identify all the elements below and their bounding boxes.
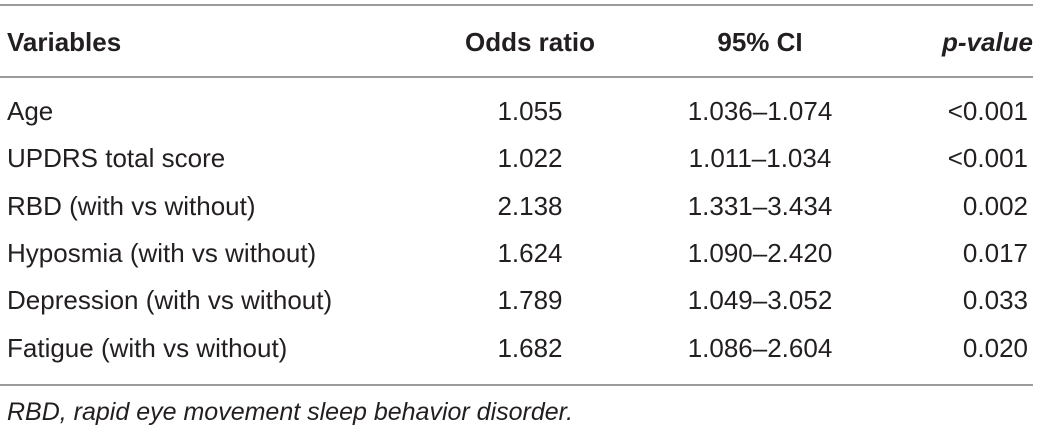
cell-ci: 1.086–2.604 bbox=[687, 333, 833, 363]
cell-variable: UPDRS total score bbox=[7, 143, 226, 173]
table-footnote: RBD, rapid eye movement sleep behavior d… bbox=[7, 398, 574, 426]
header-p-value: p-value bbox=[941, 27, 1033, 57]
cell-p-value: 0.020 bbox=[962, 333, 1028, 363]
header-odds-ratio: Odds ratio bbox=[464, 27, 595, 57]
cell-p-value: <0.001 bbox=[947, 143, 1028, 173]
cell-odds-ratio: 1.055 bbox=[497, 96, 563, 126]
cell-ci: 1.011–1.034 bbox=[688, 143, 832, 173]
cell-variable: RBD (with vs without) bbox=[7, 191, 256, 221]
header-ci: 95% CI bbox=[717, 27, 803, 57]
cell-ci: 1.036–1.074 bbox=[687, 96, 833, 126]
cell-variable: Depression (with vs without) bbox=[7, 285, 333, 315]
table-row: Depression (with vs without) 1.789 1.049… bbox=[0, 278, 1040, 322]
cell-p-value: 0.033 bbox=[962, 285, 1028, 315]
cell-variable: Hyposmia (with vs without) bbox=[7, 238, 317, 268]
cell-p-value: 0.002 bbox=[962, 191, 1028, 221]
cell-odds-ratio: 1.624 bbox=[497, 238, 563, 268]
table-row: Hyposmia (with vs without) 1.624 1.090–2… bbox=[0, 231, 1040, 275]
cell-ci: 1.331–3.434 bbox=[687, 191, 833, 221]
cell-odds-ratio: 1.022 bbox=[497, 143, 563, 173]
header-variables: Variables bbox=[7, 27, 122, 57]
table-bottom-rule bbox=[0, 384, 1033, 386]
cell-odds-ratio: 1.682 bbox=[497, 333, 563, 363]
cell-p-value: <0.001 bbox=[947, 96, 1028, 126]
cell-ci: 1.090–2.420 bbox=[687, 238, 833, 268]
table-row: Fatigue (with vs without) 1.682 1.086–2.… bbox=[0, 326, 1040, 370]
cell-p-value: 0.017 bbox=[962, 238, 1028, 268]
cell-variable: Fatigue (with vs without) bbox=[7, 333, 288, 363]
table-row: RBD (with vs without) 2.138 1.331–3.434 … bbox=[0, 184, 1040, 228]
cell-odds-ratio: 1.789 bbox=[497, 285, 563, 315]
cell-variable: Age bbox=[7, 96, 54, 126]
table-top-rule bbox=[0, 4, 1033, 6]
table-header-row: Variables Odds ratio 95% CI p-value bbox=[0, 20, 1040, 64]
table-header-rule bbox=[0, 76, 1033, 78]
table-row: UPDRS total score 1.022 1.011–1.034 <0.0… bbox=[0, 136, 1040, 180]
cell-ci: 1.049–3.052 bbox=[687, 285, 833, 315]
cell-odds-ratio: 2.138 bbox=[497, 191, 563, 221]
table-row: Age 1.055 1.036–1.074 <0.001 bbox=[0, 89, 1040, 133]
